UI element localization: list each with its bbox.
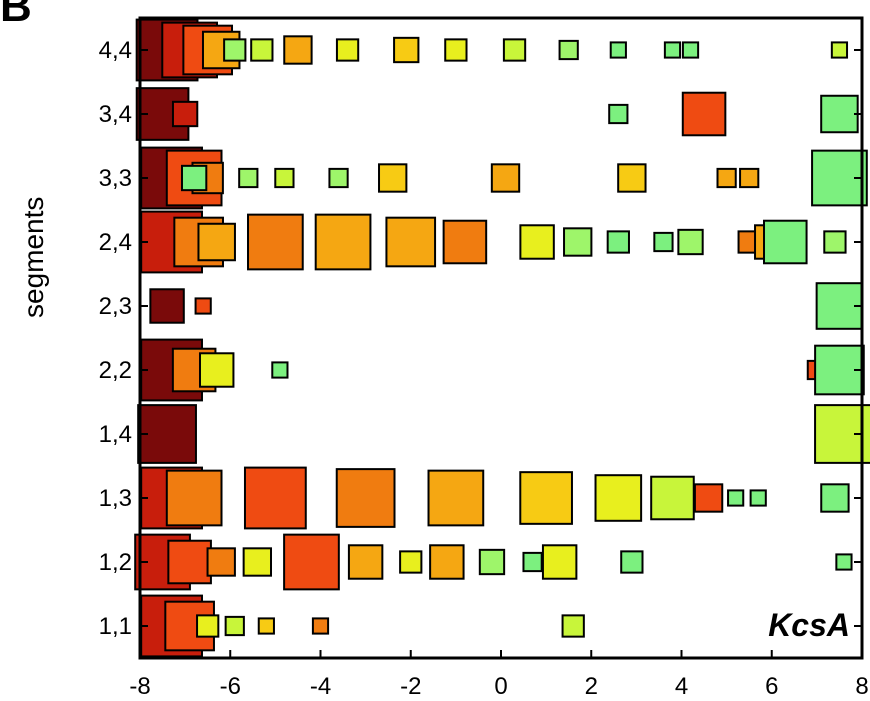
data-marker — [250, 38, 274, 62]
data-marker — [478, 548, 506, 576]
data-marker — [558, 39, 579, 61]
data-marker — [283, 35, 313, 65]
chart-annotation: KcsA — [768, 607, 850, 643]
x-tick-label: 0 — [494, 673, 507, 700]
y-tick-label: 1,1 — [99, 613, 132, 640]
data-marker — [716, 167, 737, 189]
data-marker — [165, 469, 223, 527]
data-marker — [378, 163, 408, 193]
data-marker — [271, 361, 289, 379]
x-tick-label: -6 — [220, 673, 241, 700]
data-marker — [444, 38, 468, 62]
data-marker — [243, 466, 307, 530]
data-marker — [257, 617, 275, 635]
y-tick-label: 2,3 — [99, 293, 132, 320]
data-marker — [749, 489, 767, 507]
data-marker — [563, 227, 593, 257]
y-tick-label: 3,3 — [99, 165, 132, 192]
x-tick-label: 2 — [585, 673, 598, 700]
data-marker — [835, 553, 853, 571]
data-marker — [442, 219, 488, 265]
data-marker — [347, 544, 384, 580]
data-marker — [314, 213, 372, 271]
data-marker — [561, 614, 585, 638]
y-tick-label: 2,2 — [99, 357, 132, 384]
data-marker — [198, 352, 235, 388]
data-marker — [224, 615, 245, 637]
data-marker — [681, 91, 727, 137]
y-tick-label: 2,4 — [99, 229, 132, 256]
data-marker — [180, 164, 208, 192]
data-marker — [727, 489, 745, 507]
data-marker — [823, 230, 847, 254]
data-marker — [335, 468, 396, 528]
data-marker — [429, 544, 465, 580]
data-marker — [739, 167, 760, 189]
data-marker — [242, 547, 273, 577]
data-marker — [663, 41, 682, 59]
data-marker — [167, 539, 212, 585]
y-tick-label: 1,2 — [99, 549, 132, 576]
data-marker — [763, 219, 808, 265]
data-marker — [274, 167, 295, 189]
x-tick-label: -8 — [129, 673, 150, 700]
data-marker — [399, 550, 423, 574]
data-marker — [620, 550, 644, 574]
data-marker — [328, 167, 349, 189]
y-tick-label: 1,3 — [99, 485, 132, 512]
data-marker — [223, 38, 247, 62]
chart-axes: -8 -6 -4 -2 0 2 4 6 8 1,1 1,2 1,3 1,4 2,2 2,3 2,4 3,3 3,4… — [99, 37, 869, 700]
data-marker — [830, 41, 849, 59]
data-marker — [617, 163, 647, 193]
x-tick-label: 4 — [675, 673, 688, 700]
data-marker — [335, 38, 360, 62]
data-marker — [311, 617, 330, 635]
data-marker — [609, 41, 627, 59]
data-marker — [196, 614, 220, 638]
data-marker — [693, 483, 724, 513]
y-tick-label: 3,4 — [99, 101, 132, 128]
data-marker — [594, 474, 643, 522]
x-tick-label: 6 — [765, 673, 778, 700]
data-marker — [206, 547, 236, 577]
data-marker — [427, 469, 485, 527]
y-tick-label: 4,4 — [99, 37, 132, 64]
panel-label: B — [0, 0, 32, 31]
data-marker — [519, 471, 573, 525]
x-tick-label: -2 — [400, 673, 421, 700]
data-marker — [502, 38, 527, 62]
data-marker — [820, 94, 859, 134]
data-marker — [490, 163, 521, 193]
data-marker — [677, 228, 704, 256]
data-marker — [519, 224, 555, 260]
data-marker — [608, 103, 629, 125]
data-marker — [247, 213, 304, 271]
data-marker — [650, 475, 695, 521]
data-marker — [653, 231, 674, 253]
data-marker — [149, 288, 185, 324]
data-marker — [283, 533, 340, 591]
data-marker — [385, 216, 437, 268]
data-marker — [238, 167, 259, 189]
x-tick-label: 8 — [855, 673, 868, 700]
data-marker — [541, 544, 578, 580]
data-marker — [171, 100, 199, 128]
y-tick-label: 1,4 — [99, 421, 132, 448]
data-marker — [606, 230, 630, 254]
data-marker — [393, 36, 420, 64]
chart-marks — [134, 18, 870, 658]
data-marker — [522, 551, 543, 573]
data-marker — [820, 483, 850, 513]
x-tick-label: -4 — [310, 673, 331, 700]
data-marker — [194, 297, 212, 315]
data-marker — [681, 41, 700, 59]
data-marker — [197, 222, 236, 262]
